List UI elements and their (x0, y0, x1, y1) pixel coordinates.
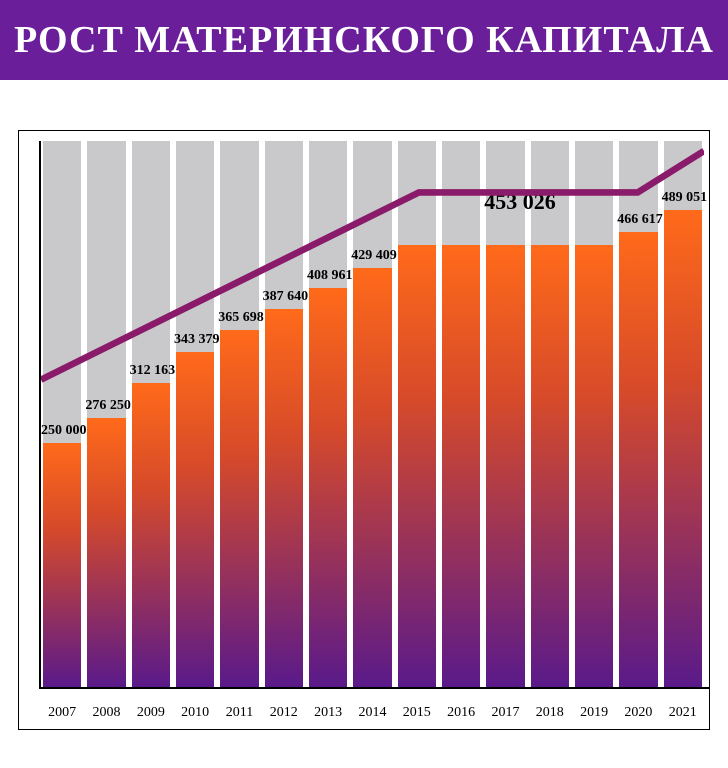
bar-fill (398, 245, 436, 687)
x-axis-label: 2013 (307, 705, 349, 721)
bar-fill (531, 245, 569, 687)
bar-value-label: 365 698 (218, 310, 260, 326)
bar-slot: 312 163 (130, 141, 172, 687)
bar-slot: 250 000 (41, 141, 83, 687)
bar-fill (442, 245, 480, 687)
bars-area: 250 000276 250 312 163343 379365 698387 6… (41, 141, 704, 687)
bar-value-label: 343 379 (174, 332, 216, 348)
x-axis-label: 2016 (440, 705, 482, 721)
bar-value-label: 276 250 (85, 398, 127, 414)
bar-slot: 466 617 (617, 141, 659, 687)
bar-slot: 408 961 (307, 141, 349, 687)
x-axis-label: 2021 (662, 705, 704, 721)
x-axis-label: 2012 (263, 705, 305, 721)
bar-fill (664, 210, 702, 687)
page-title: РОСТ МАТЕРИНСКОГО КАПИТАЛА (14, 18, 714, 62)
x-axis-label: 2009 (130, 705, 172, 721)
x-axis-label: 2020 (617, 705, 659, 721)
bar-slot (396, 141, 438, 687)
x-axis-label: 2008 (85, 705, 127, 721)
bar-slot (573, 141, 615, 687)
bar-slot: 429 409 (351, 141, 393, 687)
bar-chart: 250 000276 250 312 163343 379365 698387 6… (18, 130, 710, 730)
x-axis-label: 2019 (573, 705, 615, 721)
bar-fill (619, 232, 657, 687)
bar-slot: 343 379 (174, 141, 216, 687)
bar-fill (43, 443, 81, 687)
page-title-banner: РОСТ МАТЕРИНСКОГО КАПИТАЛА (0, 0, 728, 80)
bar-value-label: 408 961 (307, 268, 349, 284)
x-axis (39, 687, 709, 689)
x-axis-label: 2018 (529, 705, 571, 721)
bar-slot (529, 141, 571, 687)
x-axis-label: 2007 (41, 705, 83, 721)
bar-slot: 489 051 (662, 141, 704, 687)
x-axis-label: 2011 (218, 705, 260, 721)
bar-value-label: 250 000 (41, 423, 83, 439)
bar-slot: 365 698 (218, 141, 260, 687)
bar-fill (132, 383, 170, 687)
bar-value-label: 489 051 (662, 190, 704, 206)
bar-fill (486, 245, 524, 687)
bar-slot: 387 640 (263, 141, 305, 687)
bar-value-label: 466 617 (617, 212, 659, 228)
x-axis-label: 2015 (396, 705, 438, 721)
bar-fill (176, 352, 214, 687)
bar-fill (220, 330, 258, 687)
x-axis-label: 2014 (351, 705, 393, 721)
bar-value-label: 387 640 (263, 289, 305, 305)
bar-value-label: 312 163 (130, 363, 172, 379)
bar-fill (575, 245, 613, 687)
bar-value-label: 453 026 (484, 189, 526, 215)
x-axis-labels: 2007200820092010201120122013201420152016… (41, 705, 704, 721)
x-axis-label: 2010 (174, 705, 216, 721)
bar-fill (309, 288, 347, 687)
x-axis-label: 2017 (484, 705, 526, 721)
bar-slot: 453 026 (484, 141, 526, 687)
bar-value-label: 429 409 (351, 248, 393, 264)
bar-slot: 276 250 (85, 141, 127, 687)
bar-fill (265, 309, 303, 687)
bar-fill (87, 418, 125, 687)
bar-fill (353, 268, 391, 687)
bar-slot (440, 141, 482, 687)
